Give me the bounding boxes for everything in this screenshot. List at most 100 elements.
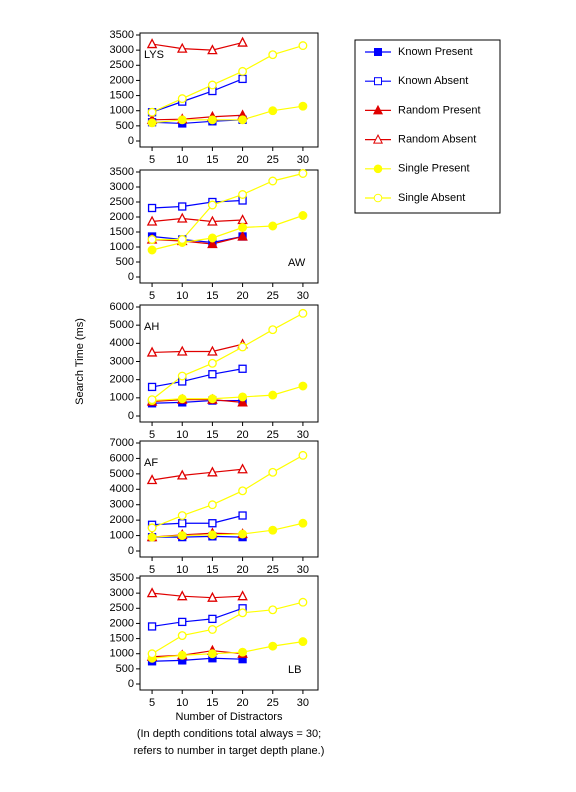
marker xyxy=(207,233,217,243)
series-line xyxy=(152,119,243,125)
marker xyxy=(177,531,187,541)
marker xyxy=(237,396,248,407)
series-line xyxy=(152,522,304,538)
x-tick-label: 30 xyxy=(297,154,309,166)
x-tick-label: 20 xyxy=(236,290,248,302)
marker xyxy=(207,500,217,510)
y-tick-label: 2000 xyxy=(110,74,134,86)
marker xyxy=(238,364,247,373)
panel-label: AF xyxy=(144,457,158,469)
legend-marker xyxy=(373,193,383,203)
marker xyxy=(238,66,248,76)
panel-label: LB xyxy=(288,664,301,676)
series-line xyxy=(152,235,243,245)
marker xyxy=(207,530,217,540)
marker xyxy=(207,394,217,404)
y-tick-label: 500 xyxy=(116,120,134,132)
y-tick-label: 2500 xyxy=(110,196,134,208)
plot-frame xyxy=(139,304,319,423)
marker xyxy=(147,649,157,659)
x-tick-label: 10 xyxy=(176,154,188,166)
marker xyxy=(207,466,218,477)
series-line xyxy=(151,78,243,113)
y-tick-label: 1000 xyxy=(110,648,134,660)
marker xyxy=(147,532,157,542)
marker xyxy=(237,590,248,601)
series-line xyxy=(152,641,304,659)
marker xyxy=(178,202,187,211)
marker xyxy=(208,519,217,528)
x-axis-label: Number of Distractors xyxy=(176,711,283,723)
legend-label: Single Present xyxy=(398,163,470,175)
marker xyxy=(147,382,157,392)
legend-marker xyxy=(374,77,382,86)
marker xyxy=(298,308,308,318)
x-tick-label: 5 xyxy=(149,697,155,709)
series-line xyxy=(152,657,243,662)
marker xyxy=(298,450,308,460)
marker xyxy=(178,617,187,627)
y-tick-label: 2500 xyxy=(110,602,134,614)
series-line xyxy=(152,172,304,241)
series-line xyxy=(152,343,243,354)
x-tick-label: 25 xyxy=(267,697,279,709)
series-line xyxy=(151,468,243,481)
marker xyxy=(177,650,187,660)
legend-box xyxy=(354,39,501,214)
marker xyxy=(207,200,217,210)
marker xyxy=(146,474,158,485)
y-tick-label: 0 xyxy=(128,271,134,283)
y-tick-label: 0 xyxy=(128,410,134,422)
marker xyxy=(268,525,278,535)
y-tick-label: 7000 xyxy=(110,437,134,449)
marker xyxy=(298,518,308,528)
marker xyxy=(207,80,217,90)
marker xyxy=(268,176,278,186)
marker xyxy=(147,523,157,533)
y-tick-label: 1000 xyxy=(110,105,134,117)
marker xyxy=(268,605,278,615)
marker xyxy=(207,44,218,55)
legend-marker xyxy=(373,164,383,174)
x-tick-label: 15 xyxy=(206,290,218,302)
series-line xyxy=(152,235,243,244)
marker xyxy=(298,597,308,607)
panel-label: LYS xyxy=(144,49,164,61)
y-tick-label: 3500 xyxy=(110,166,134,178)
y-tick-label: 3000 xyxy=(110,181,134,193)
marker xyxy=(298,169,308,178)
x-tick-label: 10 xyxy=(176,429,188,441)
y-axis-label: Search Time (ms) xyxy=(74,318,86,405)
series-line xyxy=(151,45,304,113)
series-line xyxy=(152,514,243,526)
x-tick-label: 25 xyxy=(267,564,279,576)
y-tick-label: 2000 xyxy=(110,211,134,223)
marker xyxy=(207,345,218,356)
marker xyxy=(207,358,217,368)
series-line xyxy=(152,399,243,403)
series-line xyxy=(151,368,243,388)
y-tick-label: 3000 xyxy=(110,587,134,599)
footnote: (In depth conditions total always = 30; xyxy=(137,728,321,740)
legend-marker xyxy=(372,134,384,144)
x-tick-label: 25 xyxy=(267,290,279,302)
series-line xyxy=(152,650,243,658)
y-tick-label: 0 xyxy=(128,545,134,557)
y-tick-label: 2000 xyxy=(110,514,134,526)
marker xyxy=(268,390,278,400)
marker xyxy=(176,469,188,480)
x-tick-label: 15 xyxy=(206,429,218,441)
series-line xyxy=(151,601,304,655)
y-tick-label: 1000 xyxy=(110,241,134,253)
marker xyxy=(207,625,217,634)
marker xyxy=(176,345,188,356)
y-tick-label: 0 xyxy=(128,135,134,147)
plot-frame xyxy=(139,440,319,558)
y-tick-label: 2000 xyxy=(110,374,134,386)
legend-label: Random Absent xyxy=(398,134,476,146)
marker xyxy=(237,36,248,47)
marker xyxy=(177,631,187,640)
y-tick-label: 1500 xyxy=(110,226,134,238)
y-tick-label: 6000 xyxy=(110,301,134,313)
x-tick-label: 5 xyxy=(149,564,155,576)
